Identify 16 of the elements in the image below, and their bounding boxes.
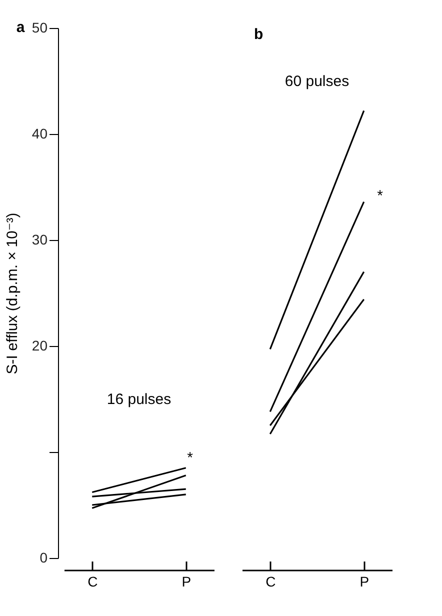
y-tick-label: 40 [32,126,48,142]
annotation: 16 pulses [106,391,172,408]
annotation: 60 pulses [284,73,350,90]
y-tick-label: 0 [40,550,48,566]
x-tick-label: P [360,574,370,590]
chart-title: b [254,26,264,43]
y-tick-label: 30 [32,232,48,248]
chart-title: a [16,19,26,36]
x-tick-label: C [266,574,276,590]
x-tick-label: P [182,574,192,590]
annotation: * [377,187,384,204]
y-tick-label: 50 [32,20,48,36]
annotation: * [187,449,194,466]
x-tick-label: C [88,574,98,590]
y-axis-title: S-I efflux (d.p.m. × 10⁻³) [4,212,21,374]
y-tick-label: 20 [32,338,48,354]
